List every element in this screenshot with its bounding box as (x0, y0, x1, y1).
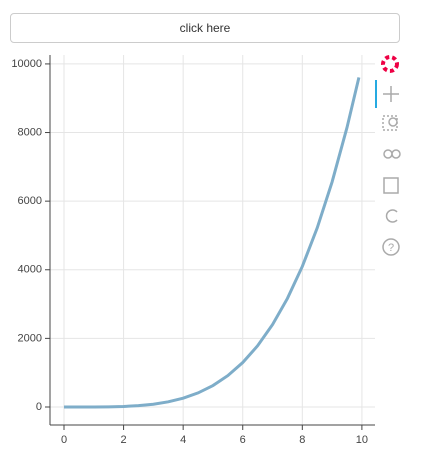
x-tick-label: 0 (61, 434, 67, 446)
x-tick-label: 10 (356, 434, 368, 446)
save-tool[interactable] (383, 177, 399, 194)
bokeh-logo (381, 55, 399, 73)
x-tick-label: 8 (299, 434, 305, 446)
x-tick-label: 6 (240, 434, 246, 446)
wheel-zoom-tool[interactable] (383, 149, 393, 159)
wheel-zoom-lens (391, 149, 401, 159)
line (64, 77, 361, 409)
button[interactable]: click here (10, 13, 400, 43)
y-tick-label: 8000 (18, 126, 42, 138)
y-tick-label: 2000 (18, 332, 42, 344)
y-tick-label: 4000 (18, 264, 42, 276)
help-icon: ? (388, 242, 394, 254)
toolbar: ? (375, 55, 401, 256)
reset-tool[interactable] (385, 209, 398, 223)
y-tick-label: 10000 (11, 58, 42, 70)
y-tick-label: 6000 (18, 195, 42, 207)
x-tick-label: 4 (180, 434, 186, 446)
pan-tool[interactable] (383, 86, 399, 102)
y-tick-label: 0 (36, 401, 42, 413)
x-tick-label: 2 (121, 434, 127, 446)
help-tool[interactable] (382, 238, 400, 256)
box-zoom-lens (388, 117, 398, 127)
